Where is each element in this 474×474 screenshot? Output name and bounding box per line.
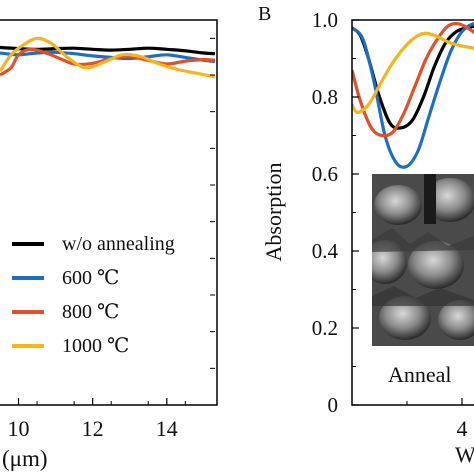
panel-a-ticks: 10 12 14 [8, 37, 215, 441]
panel-b-y-tick-label: 0 [328, 393, 339, 417]
panel-b-label: B [258, 3, 271, 25]
panel-a-x-tick-label: 10 [8, 416, 30, 441]
panel-a-x-tick-label: 12 [82, 416, 104, 441]
panel-b-series-600 [352, 21, 474, 169]
panel-b-y-axis-label: Absorption [261, 163, 286, 262]
panel-b-series-layer [352, 21, 474, 169]
legend-label-1000: 1000 ℃ [62, 335, 129, 357]
panel-a-legend: w/o annealing 600 ℃ 800 ℃ 1000 ℃ [12, 233, 175, 357]
panel-a-series-800 [0, 47, 215, 77]
panel-b-ticks: 0 0.2 0.4 0.6 0.8 1.0 4 [312, 8, 468, 441]
panel-b-x-axis-label: W [455, 442, 474, 467]
panel-b-series-1000 [352, 31, 474, 115]
inset-caption-background [372, 346, 474, 394]
panel-a-series-1000 [0, 36, 215, 79]
sem-inset-image [372, 174, 474, 346]
panel-b-y-tick-label: 0.2 [312, 316, 338, 340]
panel-b-series-800 [352, 21, 474, 138]
panel-b-y-tick-label: 1.0 [312, 8, 338, 32]
panel-a-series-layer [0, 36, 215, 79]
legend-label-800: 800 ℃ [62, 301, 119, 323]
panel-b-y-tick-label: 0.6 [312, 162, 338, 186]
panel-b-y-tick-label: 0.4 [312, 239, 339, 263]
panel-a-plot-frame [0, 19, 218, 406]
panel-b-x-tick-label: 4 [457, 416, 468, 441]
legend-label-600: 600 ℃ [62, 267, 119, 289]
panel-a: 10 12 14 w/o annealing 600 ℃ 800 ℃ 1000 ℃ (μm… [0, 19, 218, 471]
panel-a-x-tick-label: 14 [156, 416, 178, 441]
panel-a-x-axis-label: (μm) [2, 446, 48, 471]
inset-caption: Anneal [388, 362, 452, 387]
panel-b-y-tick-label: 0.8 [312, 85, 338, 109]
panel-b: B Absorption [258, 3, 474, 467]
legend-label-w-o-annealing: w/o annealing [62, 233, 175, 255]
